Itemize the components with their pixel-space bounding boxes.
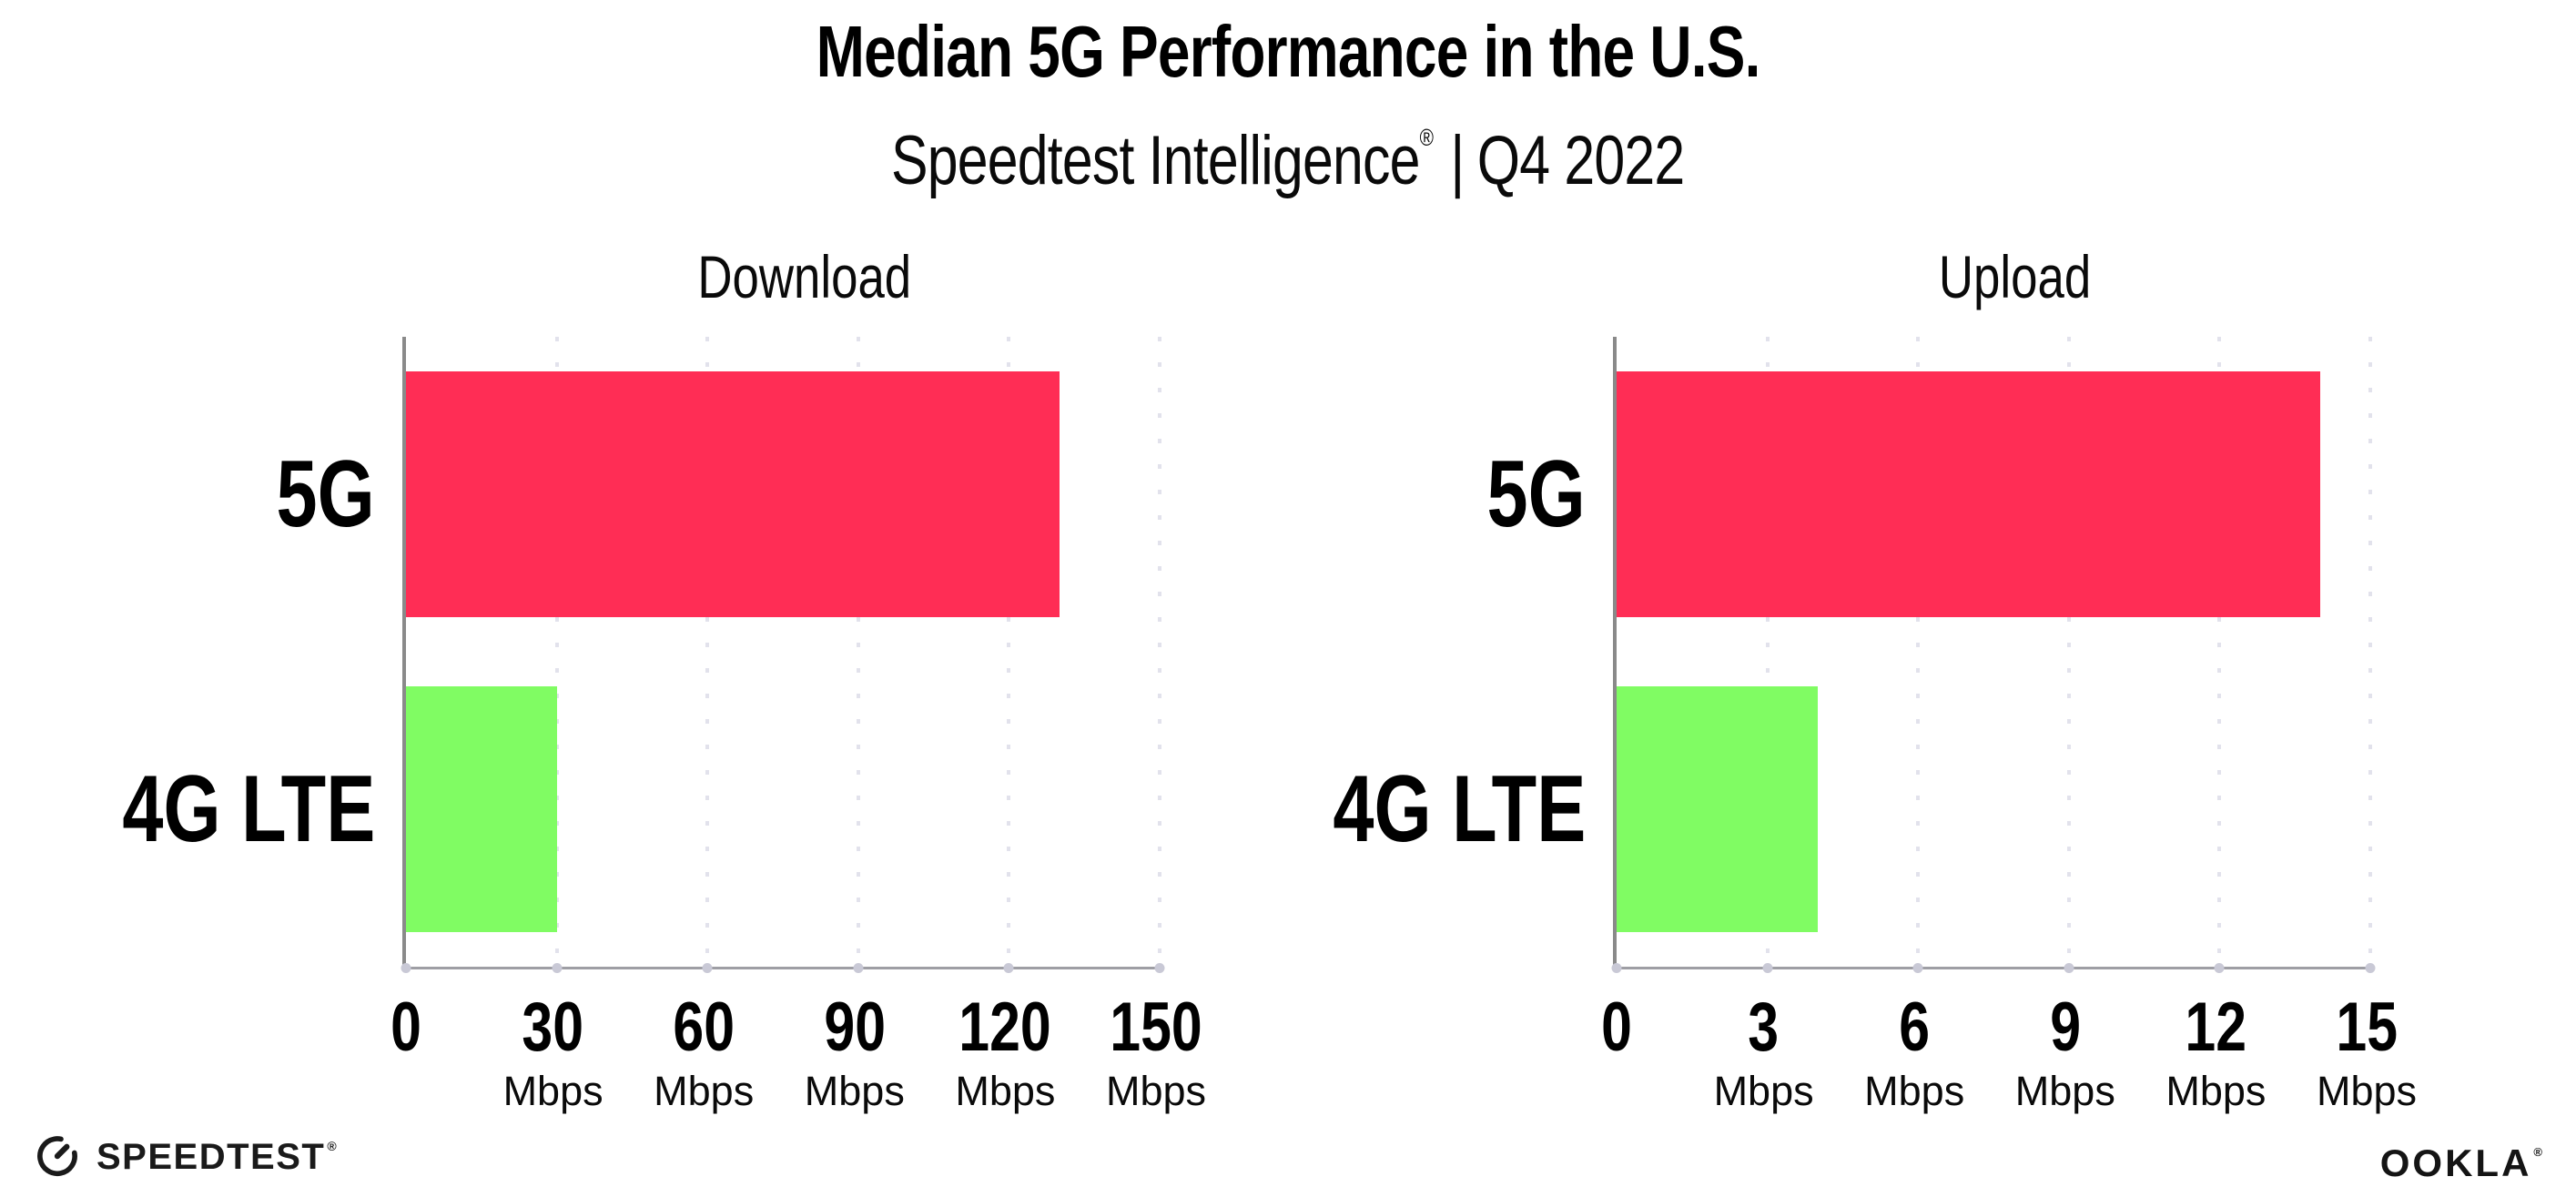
x-tick-90: 90 Mbps <box>804 989 905 1114</box>
bar-row-4g-lte <box>1617 652 2370 967</box>
bar-4g-lte <box>406 686 557 932</box>
axis-tick-dot <box>702 963 713 973</box>
x-tick-15: 15 Mbps <box>2316 989 2418 1114</box>
axis-tick-dot <box>1762 963 1773 973</box>
category-label-4g-lte: 4G LTE <box>1333 756 1586 862</box>
axis-tick-dot <box>401 963 411 973</box>
chart-title-download: Download <box>697 243 912 310</box>
gridline-120 <box>1007 337 1011 967</box>
x-tick-0: 0 <box>390 989 421 1066</box>
bar-5g <box>1617 371 2320 617</box>
x-tick-unit: Mbps <box>1864 1068 1965 1114</box>
x-tick-unit: Mbps <box>804 1068 905 1114</box>
x-axis-ticks: 0 30 Mbps 60 Mbps 90 Mbps 120 Mbps 150 M… <box>390 990 1206 1114</box>
chart-panel-upload: Upload 5G 4G LTE 0 3 Mbps 6 Mbps 9 Mbps 1… <box>1320 228 2503 1114</box>
axis-tick-dot <box>1611 963 1622 973</box>
bar-5g <box>406 371 1060 617</box>
x-tick-150: 150 Mbps <box>1099 990 1214 1114</box>
subtitle-brand: Speedtest Intelligence <box>891 122 1420 199</box>
speedtest-trademark: ® <box>327 1139 339 1153</box>
axis-tick-dot <box>853 963 864 973</box>
chart-title-upload: Upload <box>1939 243 2092 310</box>
subtitle-period: Q4 2022 <box>1477 122 1685 199</box>
x-tick-60: 60 Mbps <box>654 989 755 1114</box>
gridline-15 <box>2368 337 2372 967</box>
x-tick-30: 30 Mbps <box>502 989 603 1114</box>
gridline-9 <box>2066 337 2071 967</box>
gridline-90 <box>856 337 860 967</box>
axis-tick-dot <box>2064 963 2074 973</box>
x-tick-unit: Mbps <box>654 1068 755 1114</box>
x-tick-0: 0 <box>1601 989 1632 1066</box>
x-tick-9: 9 Mbps <box>2014 989 2115 1114</box>
subtitle-separator: | <box>1450 122 1465 199</box>
x-axis-ticks: 0 3 Mbps 6 Mbps 9 Mbps 12 Mbps 15 Mbps <box>1601 990 2417 1114</box>
axis-tick-dot <box>552 963 563 973</box>
axis-tick-dot <box>1154 963 1165 973</box>
registered-mark: ® <box>1419 124 1434 151</box>
ookla-wordmark: OOKLA <box>2379 1141 2532 1184</box>
category-label-5g: 5G <box>276 441 375 547</box>
speedtest-logo: SPEEDTEST ® <box>33 1131 338 1184</box>
x-tick-unit: Mbps <box>955 1068 1056 1114</box>
speedtest-gauge-icon <box>33 1131 82 1184</box>
speedtest-wordmark: SPEEDTEST ® <box>96 1137 339 1177</box>
x-tick-unit: Mbps <box>1713 1068 1814 1114</box>
category-label-5g: 5G <box>1486 441 1586 547</box>
ookla-logo: OOKLA ® <box>2380 1141 2545 1185</box>
x-tick-3: 3 Mbps <box>1713 989 1814 1114</box>
category-label-4g-lte: 4G LTE <box>122 756 375 862</box>
page-title: Median 5G Performance in the U.S. <box>816 11 1761 92</box>
x-tick-6: 6 Mbps <box>1864 989 1965 1114</box>
axis-tick-dot <box>2214 963 2225 973</box>
gridline-150 <box>1158 337 1161 967</box>
bar-row-5g <box>406 337 1160 652</box>
page-subtitle: Speedtest Intelligence® | Q4 2022 <box>0 95 2576 204</box>
category-labels: 5G 4G LTE <box>109 337 375 967</box>
category-labels: 5G 4G LTE <box>1320 337 1586 967</box>
bar-row-4g-lte <box>406 652 1160 967</box>
bar-4g-lte <box>1617 686 1818 932</box>
plot-area-upload <box>1611 337 2376 973</box>
gridline-60 <box>705 337 710 967</box>
x-tick-unit: Mbps <box>2316 1068 2418 1114</box>
bar-row-5g <box>1617 337 2370 652</box>
x-tick-12: 12 Mbps <box>2165 989 2267 1114</box>
axis-tick-dot <box>2365 963 2376 973</box>
x-tick-unit: Mbps <box>1105 1068 1207 1114</box>
gridline-30 <box>554 337 559 967</box>
gridline-12 <box>2217 337 2222 967</box>
chart-panel-download: Download 5G 4G LTE 0 30 Mbps 60 Mbps 90 M… <box>109 228 1293 1114</box>
plot-area-download <box>401 337 1165 973</box>
ookla-trademark: ® <box>2533 1145 2545 1159</box>
x-tick-unit: Mbps <box>502 1068 603 1114</box>
x-tick-unit: Mbps <box>2014 1068 2115 1114</box>
gridline-3 <box>1765 337 1770 967</box>
axis-tick-dot <box>1912 963 1923 973</box>
x-tick-120: 120 Mbps <box>948 990 1063 1114</box>
x-tick-unit: Mbps <box>2165 1068 2267 1114</box>
axis-tick-dot <box>1003 963 1014 973</box>
gridline-6 <box>1916 337 1921 967</box>
